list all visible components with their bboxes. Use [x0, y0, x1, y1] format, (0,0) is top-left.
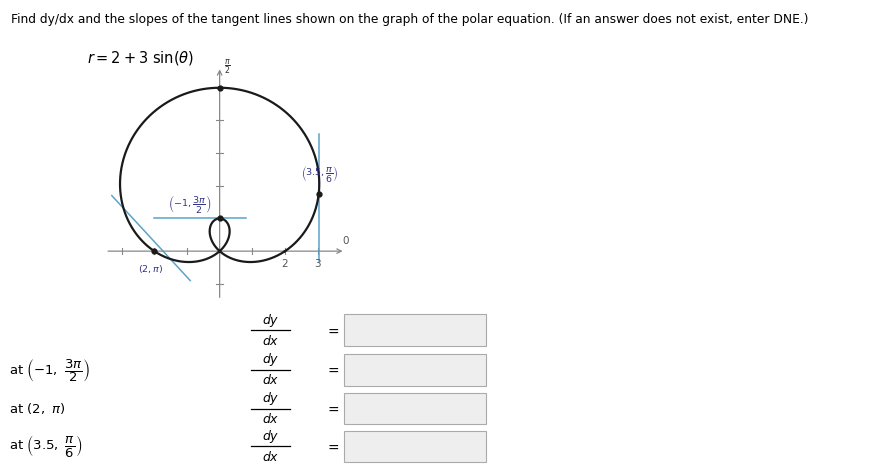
Text: $dy$: $dy$ — [261, 390, 279, 407]
Text: $dx$: $dx$ — [261, 373, 279, 388]
Text: $dy$: $dy$ — [261, 312, 279, 329]
Text: $dx$: $dx$ — [261, 334, 279, 348]
FancyBboxPatch shape — [344, 393, 486, 424]
FancyBboxPatch shape — [344, 431, 486, 462]
Text: 2: 2 — [282, 259, 288, 269]
Text: at $\left(-1,\ \dfrac{3\pi}{2}\right)$: at $\left(-1,\ \dfrac{3\pi}{2}\right)$ — [9, 357, 89, 384]
Text: $=$: $=$ — [325, 323, 339, 337]
Text: $r = 2 + 3\ \sin(\theta)$: $r = 2 + 3\ \sin(\theta)$ — [87, 49, 194, 67]
Text: $=$: $=$ — [325, 363, 339, 377]
FancyBboxPatch shape — [344, 314, 486, 346]
Text: 3: 3 — [314, 259, 321, 269]
Text: $\frac{\pi}{2}$: $\frac{\pi}{2}$ — [223, 57, 230, 76]
Text: $dx$: $dx$ — [261, 450, 279, 464]
Text: Find dy/dx and the slopes of the tangent lines shown on the graph of the polar e: Find dy/dx and the slopes of the tangent… — [11, 13, 807, 26]
Text: $=$: $=$ — [325, 439, 339, 453]
Text: $dy$: $dy$ — [261, 428, 279, 445]
Text: 0: 0 — [342, 236, 348, 246]
Text: $dy$: $dy$ — [261, 351, 279, 368]
Text: $\left(-1, \dfrac{3\pi}{2}\right)$: $\left(-1, \dfrac{3\pi}{2}\right)$ — [168, 193, 211, 215]
Text: at $\left(3.5,\ \dfrac{\pi}{6}\right)$: at $\left(3.5,\ \dfrac{\pi}{6}\right)$ — [9, 433, 82, 460]
Text: $dx$: $dx$ — [261, 412, 279, 426]
Text: $\left(3.5, \dfrac{\pi}{6}\right)$: $\left(3.5, \dfrac{\pi}{6}\right)$ — [300, 164, 338, 184]
FancyBboxPatch shape — [344, 354, 486, 386]
Text: at $(2,\ \pi)$: at $(2,\ \pi)$ — [9, 401, 65, 416]
Text: $=$: $=$ — [325, 402, 339, 416]
Text: $(2, \pi)$: $(2, \pi)$ — [138, 263, 163, 275]
